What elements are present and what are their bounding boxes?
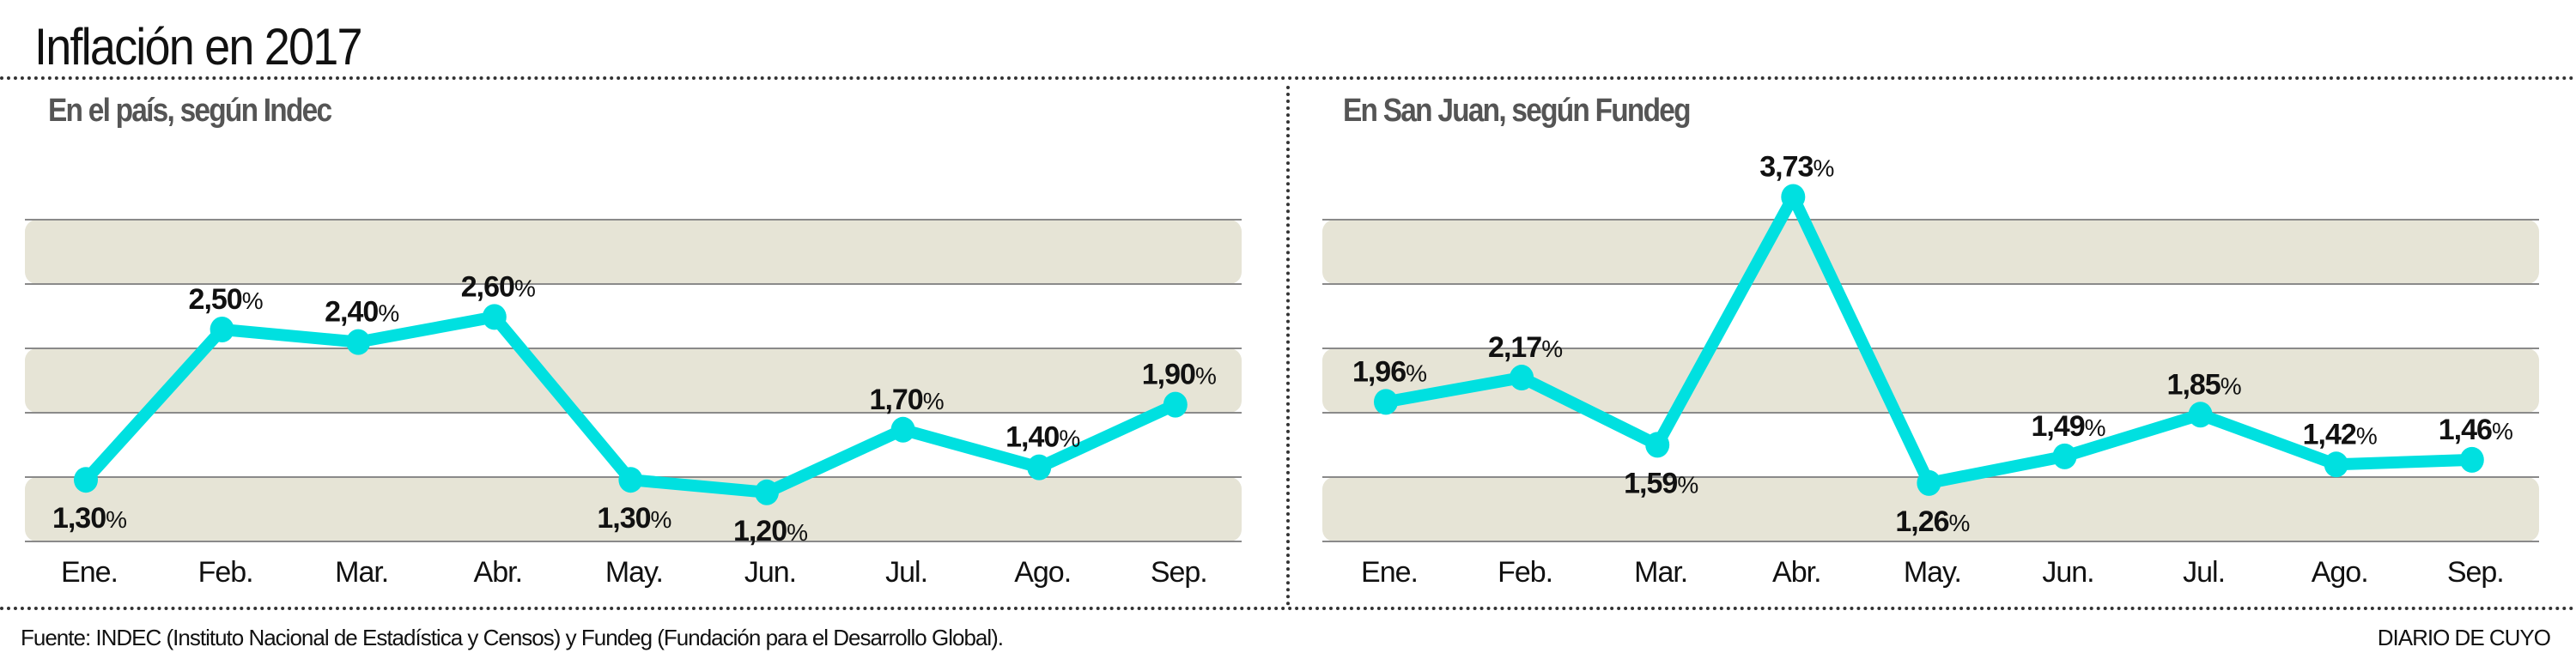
data-label: 1,40% [1005,421,1079,454]
data-point [2052,443,2077,469]
chart-panel-1: 1,30% Ene. 2,50% Feb. 2,40% Mar. 2,60% Abr. 1,30… [25,219,1242,589]
data-point [2459,446,2484,473]
data-point [890,416,915,443]
data-point [618,467,643,493]
x-tick-label: Mar. [1634,556,1687,589]
data-label: 2,50% [189,283,263,316]
grid-band [25,477,1242,541]
x-tick-label: Abr. [474,556,522,589]
x-tick-label: Ene. [1361,556,1418,589]
x-tick-label: Feb. [198,556,253,589]
data-label: 1,49% [2031,410,2105,443]
x-tick-label: Mar. [335,556,388,589]
x-tick-label: Ago. [1014,556,1071,589]
data-label: 2,60% [461,270,535,303]
data-label: 1,85% [2167,368,2241,401]
x-tick-label: Jul. [2183,556,2225,589]
data-label: 1,26% [1895,505,1969,538]
x-tick-label: Jul. [885,556,927,589]
grid-band [25,348,1242,413]
brand-label: DIARIO DE CUYO [2377,625,2551,650]
x-tick-label: May. [1904,556,1961,589]
x-tick-label: Ene. [61,556,118,589]
data-point [1163,391,1188,418]
grid-band [1322,220,2539,284]
data-point [2188,402,2213,428]
grid-band [1322,477,2539,541]
data-point [755,479,779,505]
bottom-divider [0,607,2576,610]
x-tick-label: Abr. [1772,556,1820,589]
data-label: 1,59% [1624,467,1698,499]
data-point [1645,432,1670,458]
x-tick-label: Feb. [1498,556,1552,589]
data-label: 1,42% [2303,418,2377,450]
source-note: Fuente: INDEC (Instituto Nacional de Est… [21,625,1004,650]
data-point [2324,451,2348,478]
data-point [210,317,234,342]
data-label: 1,90% [1142,359,1216,391]
grid-band [25,220,1242,284]
data-label: 1,30% [597,502,671,535]
data-point [1027,454,1052,481]
data-point [482,304,507,330]
x-tick-label: Jun. [2042,556,2093,589]
x-tick-label: May. [605,556,663,589]
grid-band [1322,348,2539,413]
data-point [1917,469,1941,496]
data-point [1374,389,1398,415]
x-tick-label: Jun. [744,556,796,589]
x-tick-label: Ago. [2312,556,2368,589]
x-tick-label: Sep. [1151,556,1207,589]
top-divider [0,76,2576,80]
data-point [1781,184,1806,210]
x-tick-label: Sep. [2447,556,2504,589]
data-label: 3,73% [1759,150,1833,183]
data-point [1510,365,1534,391]
right-chart-title: En San Juan, según Fundeg [1343,93,1692,129]
left-chart-title: En el país, según Indec [48,93,332,129]
data-label: 2,40% [325,296,398,329]
data-label: 1,30% [52,502,126,535]
data-label: 2,17% [1488,331,1562,364]
data-label: 1,96% [1352,355,1426,388]
data-label: 1,46% [2439,414,2512,446]
page-title: Inflación en 2017 [34,18,363,76]
data-label: 1,70% [870,384,944,416]
data-point [346,329,371,355]
data-label: 1,20% [733,515,807,547]
data-point [74,467,98,493]
panel-divider [1286,86,1290,606]
chart-panel-2: 1,96% Ene. 2,17% Feb. 1,59% Mar. 3,73% Abr. 1,26… [1322,150,2539,589]
